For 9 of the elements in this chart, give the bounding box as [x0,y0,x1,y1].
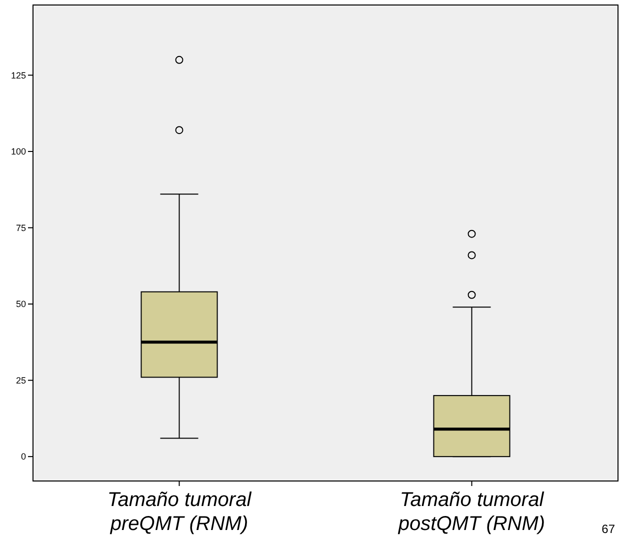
y-tick-label: 100 [10,146,26,157]
y-tick-label: 25 [16,375,26,386]
x-tick-label: Tamaño tumoral preQMT (RNM) [107,489,252,535]
y-tick-label: 0 [20,452,26,462]
y-tick-label: 75 [16,222,26,233]
y-tick-label: 50 [16,299,26,310]
y-tick-label: 125 [10,70,26,80]
x-tick-label: Tamaño tumoral postQMT (RNM) [397,489,546,535]
text: 67 [602,522,616,536]
